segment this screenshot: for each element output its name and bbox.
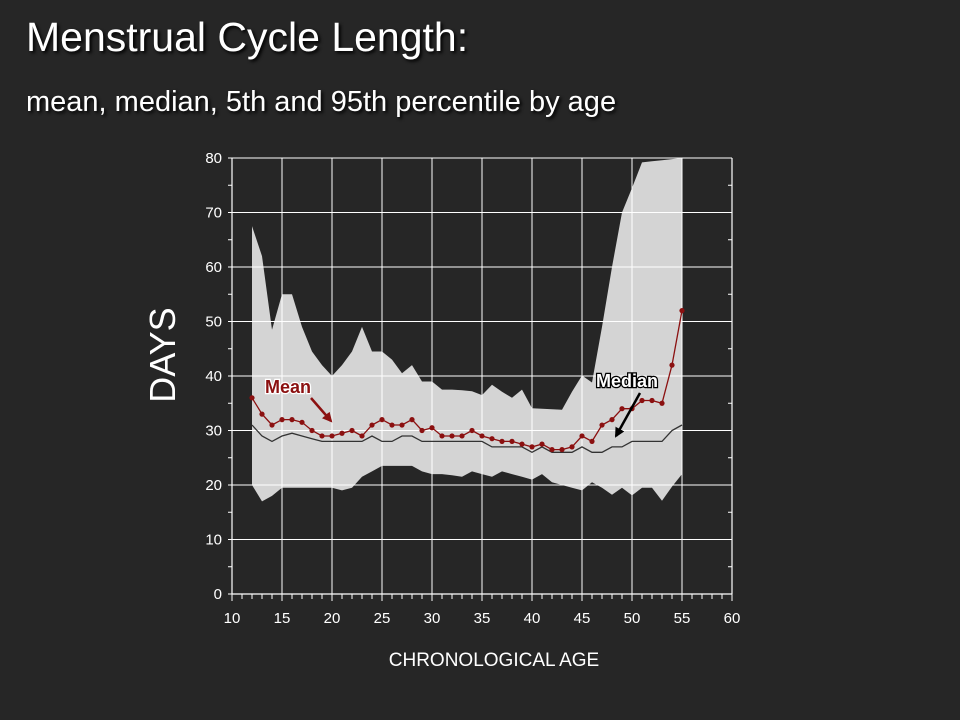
page-subtitle: mean, median, 5th and 95th percentile by…: [26, 86, 617, 118]
y-tick-label: 80: [205, 150, 222, 167]
mean-point: [409, 417, 415, 423]
mean-point: [549, 446, 555, 453]
mean-point: [419, 427, 425, 434]
mean-point: [349, 427, 355, 434]
mean-point: [289, 417, 295, 423]
mean-point: [399, 422, 405, 428]
mean-point: [569, 444, 575, 450]
mean-point: [389, 422, 395, 428]
mean-point: [669, 362, 675, 368]
y-axis-title: DAYS: [142, 307, 183, 402]
x-tick-label: 50: [624, 610, 641, 627]
x-tick-label: 40: [524, 610, 541, 627]
mean-point: [679, 308, 685, 314]
mean-point: [469, 427, 475, 434]
mean-point: [379, 417, 385, 423]
x-tick-label: 35: [474, 610, 491, 627]
mean-point: [459, 433, 465, 439]
median-annotation-arrow: [614, 392, 642, 438]
mean-point: [579, 433, 585, 439]
mean-annotation-arrow: [310, 397, 333, 423]
mean-point: [299, 419, 305, 425]
y-tick-label: 60: [205, 259, 222, 276]
y-tick-label: 10: [205, 532, 222, 549]
mean-point: [359, 433, 365, 439]
mean-point: [639, 397, 645, 404]
mean-point: [449, 433, 455, 439]
x-tick-label: 30: [424, 610, 441, 627]
x-tick-label: 45: [574, 610, 591, 627]
median-line: [251, 424, 683, 454]
mean-point: [509, 438, 515, 444]
x-tick-label: 20: [324, 610, 341, 627]
percentile-band: [252, 158, 682, 502]
mean-point: [269, 422, 275, 428]
mean-point: [479, 433, 485, 439]
page-title: Menstrual Cycle Length:: [26, 14, 469, 60]
mean-point: [489, 436, 495, 442]
mean-point: [589, 438, 595, 444]
mean-point: [529, 444, 535, 450]
mean-point: [339, 430, 345, 436]
mean-point: [609, 417, 615, 423]
median-annotation-label: Median: [596, 371, 658, 391]
mean-point: [619, 406, 625, 412]
x-tick-label: 10: [224, 610, 241, 627]
x-tick-label: 60: [724, 610, 741, 627]
mean-point: [649, 397, 655, 404]
x-tick-label: 15: [274, 610, 291, 627]
mean-point: [249, 395, 255, 401]
mean-point: [319, 433, 325, 439]
mean-point: [659, 400, 665, 406]
y-tick-label: 30: [205, 423, 222, 440]
mean-point: [309, 427, 315, 434]
mean-point: [599, 422, 605, 428]
mean-point: [259, 411, 265, 417]
y-tick-label: 70: [205, 205, 222, 222]
mean-point: [519, 441, 525, 447]
mean-point: [559, 446, 565, 453]
y-tick-label: 50: [205, 314, 222, 331]
x-tick-label: 55: [674, 610, 691, 627]
mean-point: [429, 425, 435, 431]
mean-annotation-label: Mean: [265, 377, 311, 397]
y-tick-label: 0: [214, 586, 222, 603]
mean-point: [369, 422, 375, 428]
mean-point: [539, 441, 545, 447]
mean-point: [439, 433, 445, 439]
x-tick-label: 25: [374, 610, 391, 627]
mean-point: [279, 417, 285, 423]
x-axis-title: CHRONOLOGICAL AGE: [389, 650, 599, 671]
mean-point: [329, 433, 335, 439]
y-tick-label: 40: [205, 368, 222, 385]
y-tick-label: 20: [205, 477, 222, 494]
mean-point: [499, 438, 505, 444]
